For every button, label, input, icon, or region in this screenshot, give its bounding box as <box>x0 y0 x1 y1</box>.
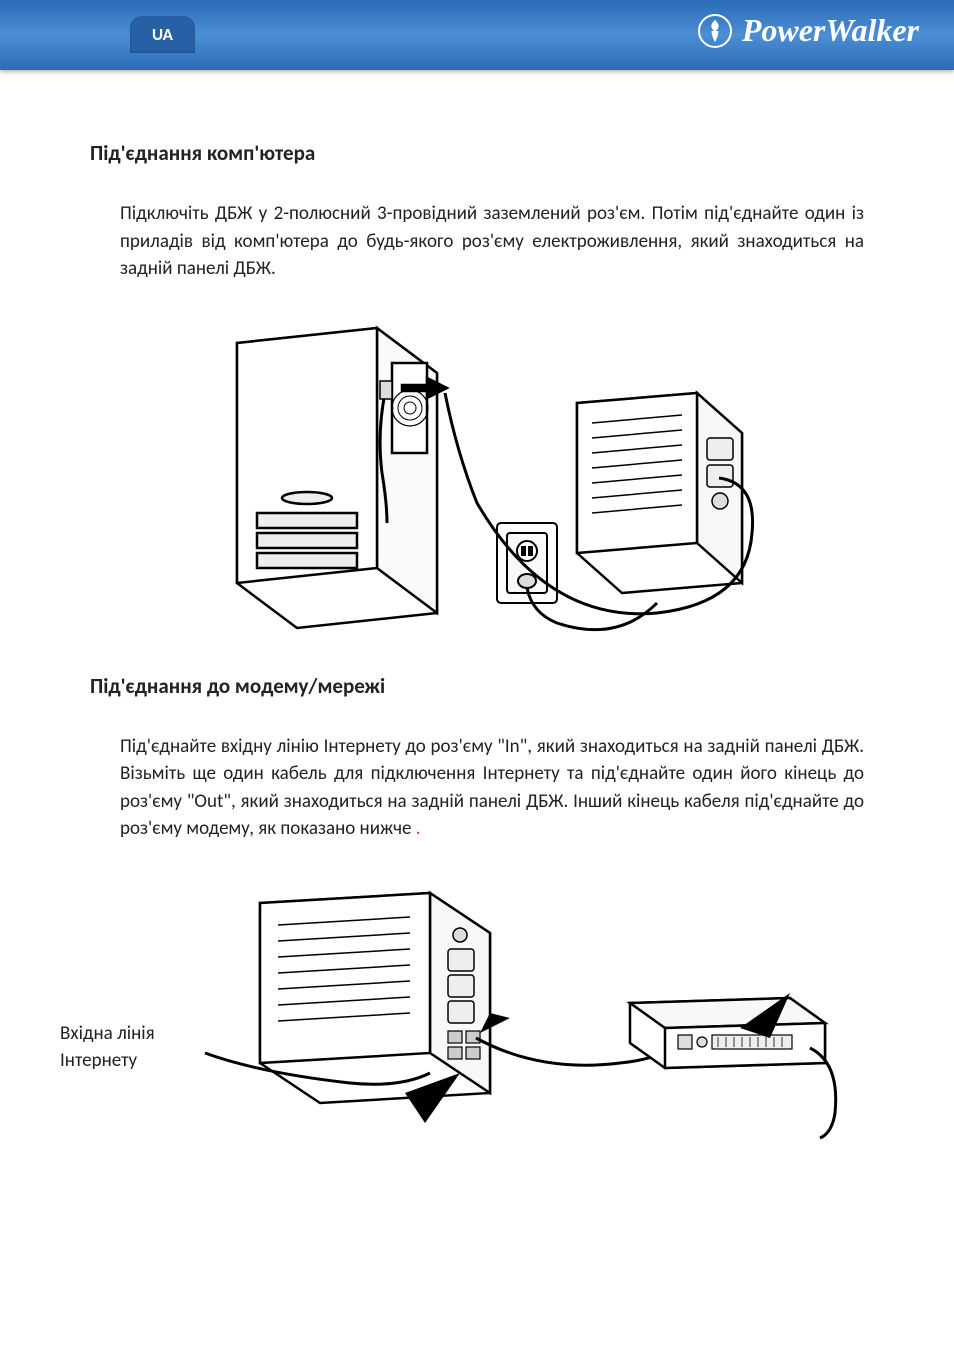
figure-modem-connection <box>200 863 840 1143</box>
figure2-annotation: Вхідна лінія Інтернету <box>60 1021 200 1074</box>
section2-period: . <box>416 817 421 840</box>
figure-computer-connection <box>90 303 864 643</box>
page-header: UA PowerWalker <box>0 0 954 70</box>
section2-body: Під'єднайте вхідну лінію Інтернету до ро… <box>120 733 864 843</box>
language-tab: UA <box>130 16 195 53</box>
brand-logo: PowerWalker <box>698 12 919 49</box>
brand-text: PowerWalker <box>742 12 919 49</box>
section1-heading: Під'єднання комп'ютера <box>90 140 864 166</box>
section1-body: Підключіть ДБЖ у 2-полюсний 3-провідний … <box>120 200 864 283</box>
section2-body-text: Під'єднайте вхідну лінію Інтернету до ро… <box>120 735 864 841</box>
section2-heading: Під'єднання до модему/мережі <box>90 673 864 699</box>
page-content: Під'єднання комп'ютера Підключіть ДБЖ у … <box>0 70 954 1183</box>
logo-icon <box>698 14 732 48</box>
